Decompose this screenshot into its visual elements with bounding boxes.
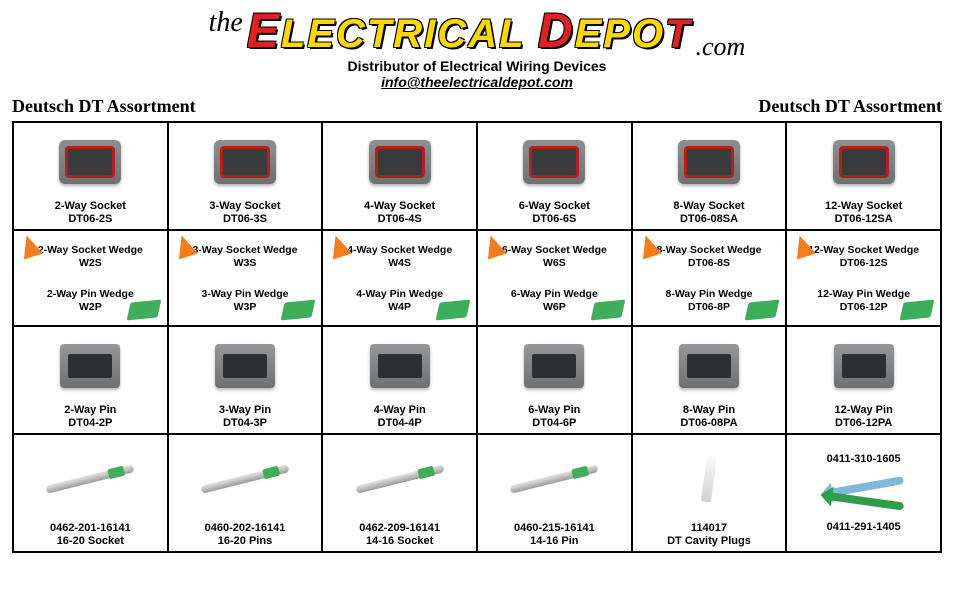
product-image <box>325 439 474 520</box>
socket-icon <box>678 140 740 184</box>
pin-icon <box>370 344 430 388</box>
socket-wedge-label: 6-Way Socket WedgeW6S <box>502 244 607 269</box>
socket-cell: 3-Way SocketDT06-3S <box>168 122 323 230</box>
terminal-cell: 0460-215-1614114-16 Pin <box>477 434 632 552</box>
wedge-cell: 6-Way Socket WedgeW6S 6-Way Pin WedgeW6P <box>477 230 632 326</box>
product-label: 4-Way SocketDT06-4S <box>364 200 435 228</box>
pin-cell: 4-Way PinDT04-4P <box>322 326 477 434</box>
product-label: 3-Way PinDT04-3P <box>219 404 271 432</box>
product-grid: 2-Way SocketDT06-2S 3-Way SocketDT06-3S 4-… <box>12 121 942 553</box>
metal-terminal-icon <box>355 464 444 494</box>
product-image <box>16 127 165 198</box>
pin-wedge-label: 3-Way Pin WedgeW3P <box>202 288 289 313</box>
pin-wedge-label: 2-Way Pin WedgeW2P <box>47 288 134 313</box>
product-label: 3-Way SocketDT06-3S <box>209 200 280 228</box>
product-image <box>635 127 784 198</box>
wedge-cell: 12-Way Socket WedgeDT06-12S 12-Way Pin We… <box>786 230 941 326</box>
product-image <box>480 439 629 520</box>
pin-cell: 2-Way PinDT04-2P <box>13 326 168 434</box>
socket-icon <box>833 140 895 184</box>
pin-wedge-label: 12-Way Pin WedgeDT06-12P <box>817 288 910 313</box>
product-image <box>171 331 320 402</box>
terminal-cell: 0462-209-1614114-16 Socket <box>322 434 477 552</box>
pin-icon <box>834 344 894 388</box>
product-label: 2-Way SocketDT06-2S <box>55 200 126 228</box>
socket-icon <box>59 140 121 184</box>
section-title-row: Deutsch DT Assortment Deutsch DT Assortm… <box>0 94 954 121</box>
terminal-cell: 0462-201-1614116-20 Socket <box>13 434 168 552</box>
title-left: Deutsch DT Assortment <box>12 96 196 117</box>
product-image <box>480 331 629 402</box>
pin-wedge-label: 4-Way Pin WedgeW4P <box>356 288 443 313</box>
logo-prefix: the <box>209 7 243 39</box>
pin-icon <box>524 344 584 388</box>
product-image <box>789 331 938 402</box>
socket-wedge-label: 12-Way Socket WedgeDT06-12S <box>808 244 919 269</box>
product-label: 0462-201-1614116-20 Socket <box>50 522 131 550</box>
pin-icon <box>60 344 120 388</box>
pin-icon <box>679 344 739 388</box>
product-image <box>171 439 320 520</box>
pin-cell: 12-Way PinDT06-12PA <box>786 326 941 434</box>
brand-logo: the ELECTRICAL DEPOT .com <box>0 4 954 60</box>
wedge-cell: 8-Way Socket WedgeDT06-8S 8-Way Pin Wedge… <box>632 230 787 326</box>
product-label: 12-Way PinDT06-12PA <box>835 404 893 432</box>
product-image <box>16 439 165 520</box>
product-image <box>16 331 165 402</box>
terminal-cell: 0460-202-1614116-20 Pins <box>168 434 323 552</box>
socket-cell: 8-Way SocketDT06-08SA <box>632 122 787 230</box>
product-label: 12-Way SocketDT06-12SA <box>825 200 902 228</box>
pin-icon <box>215 344 275 388</box>
logo-suffix: .com <box>696 32 746 62</box>
contact-email-link[interactable]: info@theelectricaldepot.com <box>381 74 573 90</box>
product-label: 8-Way SocketDT06-08SA <box>673 200 744 228</box>
product-label: 4-Way PinDT04-4P <box>374 404 426 432</box>
socket-wedge-label: 2-Way Socket WedgeW2S <box>38 244 143 269</box>
product-label: 6-Way SocketDT06-6S <box>519 200 590 228</box>
socket-wedge-label: 3-Way Socket WedgeW3S <box>192 244 297 269</box>
socket-icon <box>214 140 276 184</box>
product-label: 0462-209-1614114-16 Socket <box>359 522 440 550</box>
product-image <box>325 127 474 198</box>
socket-wedge-label: 4-Way Socket WedgeW4S <box>347 244 452 269</box>
socket-cell: 6-Way SocketDT06-6S <box>477 122 632 230</box>
product-image <box>635 439 784 520</box>
tagline: Distributor of Electrical Wiring Devices <box>0 58 954 74</box>
socket-cell: 2-Way SocketDT06-2S <box>13 122 168 230</box>
product-label: 0460-215-1614114-16 Pin <box>514 522 595 550</box>
wedge-cell: 2-Way Socket WedgeW2S 2-Way Pin WedgeW2P <box>13 230 168 326</box>
wedge-cell: 4-Way Socket WedgeW4S 4-Way Pin WedgeW4P <box>322 230 477 326</box>
socket-cell: 4-Way SocketDT06-4S <box>322 122 477 230</box>
socket-icon <box>369 140 431 184</box>
tool-labels: 0411-310-16050411-291-1405 <box>787 435 940 551</box>
product-label: 0460-202-1614116-20 Pins <box>205 522 286 550</box>
pin-cell: 8-Way PinDT06-08PA <box>632 326 787 434</box>
product-label: 2-Way PinDT04-2P <box>64 404 116 432</box>
product-image <box>789 127 938 198</box>
logo-main: ELECTRICAL DEPOT <box>247 4 692 59</box>
product-image <box>635 331 784 402</box>
socket-wedge-label: 8-Way Socket WedgeDT06-8S <box>656 244 761 269</box>
pin-wedge-label: 6-Way Pin WedgeW6P <box>511 288 598 313</box>
product-image <box>480 127 629 198</box>
pin-cell: 6-Way PinDT04-6P <box>477 326 632 434</box>
pin-wedge-label: 8-Way Pin WedgeDT06-8P <box>666 288 753 313</box>
metal-terminal-icon <box>46 464 135 494</box>
cavity-plug-icon <box>701 456 717 503</box>
metal-terminal-icon <box>200 464 289 494</box>
page-header: the ELECTRICAL DEPOT .com Distributor of… <box>0 0 954 94</box>
metal-terminal-icon <box>510 464 599 494</box>
terminal-cell: 114017DT Cavity Plugs <box>632 434 787 552</box>
socket-icon <box>523 140 585 184</box>
socket-cell: 12-Way SocketDT06-12SA <box>786 122 941 230</box>
product-image <box>325 331 474 402</box>
product-label: 114017DT Cavity Plugs <box>667 522 751 550</box>
product-label: 8-Way PinDT06-08PA <box>680 404 737 432</box>
pin-cell: 3-Way PinDT04-3P <box>168 326 323 434</box>
title-right: Deutsch DT Assortment <box>758 96 942 117</box>
tool-cell: 0411-310-16050411-291-1405 <box>786 434 941 552</box>
product-image <box>171 127 320 198</box>
product-label: 6-Way PinDT04-6P <box>528 404 580 432</box>
wedge-cell: 3-Way Socket WedgeW3S 3-Way Pin WedgeW3P <box>168 230 323 326</box>
